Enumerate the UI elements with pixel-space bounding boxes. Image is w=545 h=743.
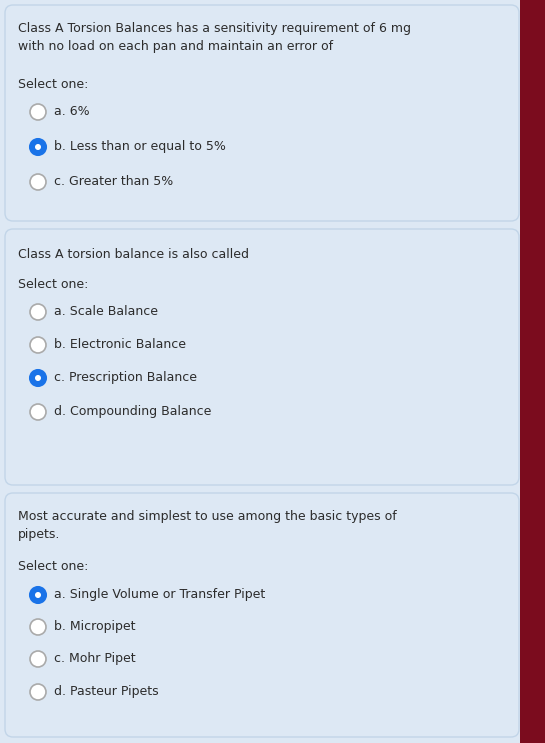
FancyBboxPatch shape [5,493,519,737]
Text: c. Greater than 5%: c. Greater than 5% [54,175,173,188]
Text: Class A Torsion Balances has a sensitivity requirement of 6 mg
with no load on e: Class A Torsion Balances has a sensitivi… [18,22,411,53]
Circle shape [30,404,46,420]
Circle shape [30,651,46,667]
Circle shape [35,592,41,598]
Circle shape [30,370,46,386]
Circle shape [30,587,46,603]
Text: Select one:: Select one: [18,278,88,291]
FancyBboxPatch shape [5,5,519,221]
FancyBboxPatch shape [5,229,519,485]
Text: a. 6%: a. 6% [54,105,89,118]
Text: Select one:: Select one: [18,560,88,573]
Text: c. Prescription Balance: c. Prescription Balance [54,371,197,384]
Bar [520,0,545,743]
Text: c. Mohr Pipet: c. Mohr Pipet [54,652,136,665]
Text: b. Electronic Balance: b. Electronic Balance [54,338,186,351]
Text: b. Less than or equal to 5%: b. Less than or equal to 5% [54,140,226,153]
Text: a. Single Volume or Transfer Pipet: a. Single Volume or Transfer Pipet [54,588,265,601]
Circle shape [30,304,46,320]
Circle shape [30,104,46,120]
Text: b. Micropipet: b. Micropipet [54,620,136,633]
Circle shape [30,139,46,155]
Text: d. Pasteur Pipets: d. Pasteur Pipets [54,685,159,698]
Circle shape [35,375,41,381]
Text: d. Compounding Balance: d. Compounding Balance [54,405,211,418]
Circle shape [30,684,46,700]
Text: Most accurate and simplest to use among the basic types of
pipets.: Most accurate and simplest to use among … [18,510,397,541]
Circle shape [30,337,46,353]
Text: a. Scale Balance: a. Scale Balance [54,305,158,318]
Text: Select one:: Select one: [18,78,88,91]
Text: Class A torsion balance is also called: Class A torsion balance is also called [18,248,249,261]
Circle shape [30,174,46,190]
Circle shape [35,144,41,150]
Circle shape [30,619,46,635]
